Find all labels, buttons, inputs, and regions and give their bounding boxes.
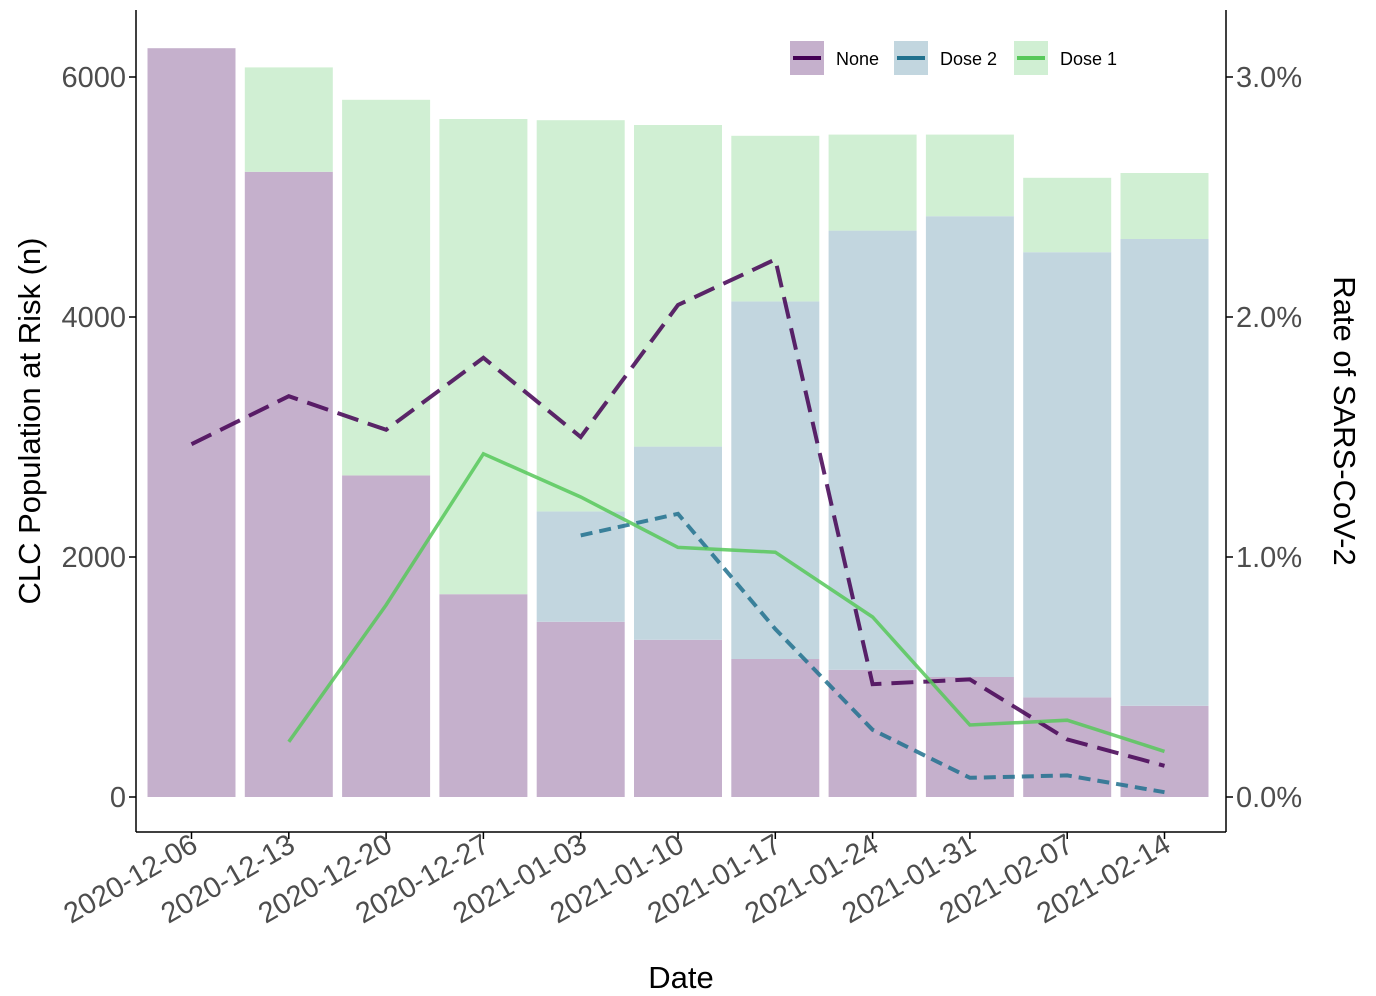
legend-label-dose-2: Dose 2 bbox=[940, 49, 997, 69]
legend-label-dose-1: Dose 1 bbox=[1060, 49, 1117, 69]
y-tick-label: 6000 bbox=[61, 62, 126, 94]
bar-none-2021-02-07 bbox=[1023, 697, 1112, 797]
bar-dose-2-2021-01-10 bbox=[634, 446, 722, 640]
axes-layer bbox=[135, 10, 1227, 833]
bar-dose-2-2021-01-31 bbox=[925, 216, 1014, 677]
bar-dose-1-2021-01-10 bbox=[634, 125, 722, 447]
y-tick-label: 4000 bbox=[61, 302, 126, 334]
y-tick-label: 2000 bbox=[61, 542, 126, 574]
line-dose-2 bbox=[580, 511, 1165, 795]
bar-none-2020-12-20 bbox=[342, 475, 431, 797]
bar-dose-1-2020-12-13 bbox=[244, 67, 333, 172]
y2-tick-label: 2.0% bbox=[1236, 302, 1302, 334]
bar-dose-1-2021-01-24 bbox=[828, 134, 917, 231]
x-axis-title: Date bbox=[648, 960, 713, 995]
bar-dose-2-2021-01-24 bbox=[828, 230, 917, 670]
bar-dose-2-2021-01-03 bbox=[536, 511, 625, 622]
y2-tick-label: 0.0% bbox=[1236, 782, 1302, 814]
legend: None Dose 2 Dose 1 bbox=[790, 41, 1117, 75]
y2-tick-label: 1.0% bbox=[1236, 542, 1302, 574]
bar-none-2020-12-27 bbox=[439, 594, 528, 797]
bar-none-2021-01-03 bbox=[536, 621, 625, 797]
bars-layer bbox=[147, 48, 1209, 798]
bar-none-2020-12-06 bbox=[147, 48, 236, 797]
line-dose-1 bbox=[287, 451, 1166, 754]
bar-dose-1-2021-01-31 bbox=[925, 134, 1014, 217]
bar-none-2021-01-24 bbox=[828, 669, 917, 797]
bar-dose-2-2021-02-14 bbox=[1120, 239, 1209, 706]
y-tick-label: 0 bbox=[110, 782, 126, 814]
bar-none-2020-12-13 bbox=[244, 171, 333, 798]
bar-dose-1-2021-01-03 bbox=[536, 120, 625, 512]
bar-none-2021-01-10 bbox=[634, 639, 722, 797]
line-none bbox=[190, 256, 1166, 768]
legend-label-none: None bbox=[836, 49, 879, 69]
bar-dose-1-2020-12-20 bbox=[342, 99, 431, 476]
bar-dose-1-2021-01-17 bbox=[731, 135, 820, 302]
y-axis-title: CLC Population at Risk (n) bbox=[12, 238, 47, 605]
bar-dose-1-2021-02-07 bbox=[1023, 177, 1112, 253]
lines-layer bbox=[190, 256, 1166, 795]
bar-dose-2-2021-01-17 bbox=[731, 301, 820, 659]
bar-none-2021-01-17 bbox=[731, 659, 820, 797]
y2-tick-label: 3.0% bbox=[1236, 62, 1302, 94]
bar-dose-2-2021-02-07 bbox=[1023, 252, 1112, 698]
bar-dose-1-2021-02-14 bbox=[1120, 173, 1209, 239]
y2-axis-title: Rate of SARS-CoV-2 bbox=[1327, 276, 1362, 565]
